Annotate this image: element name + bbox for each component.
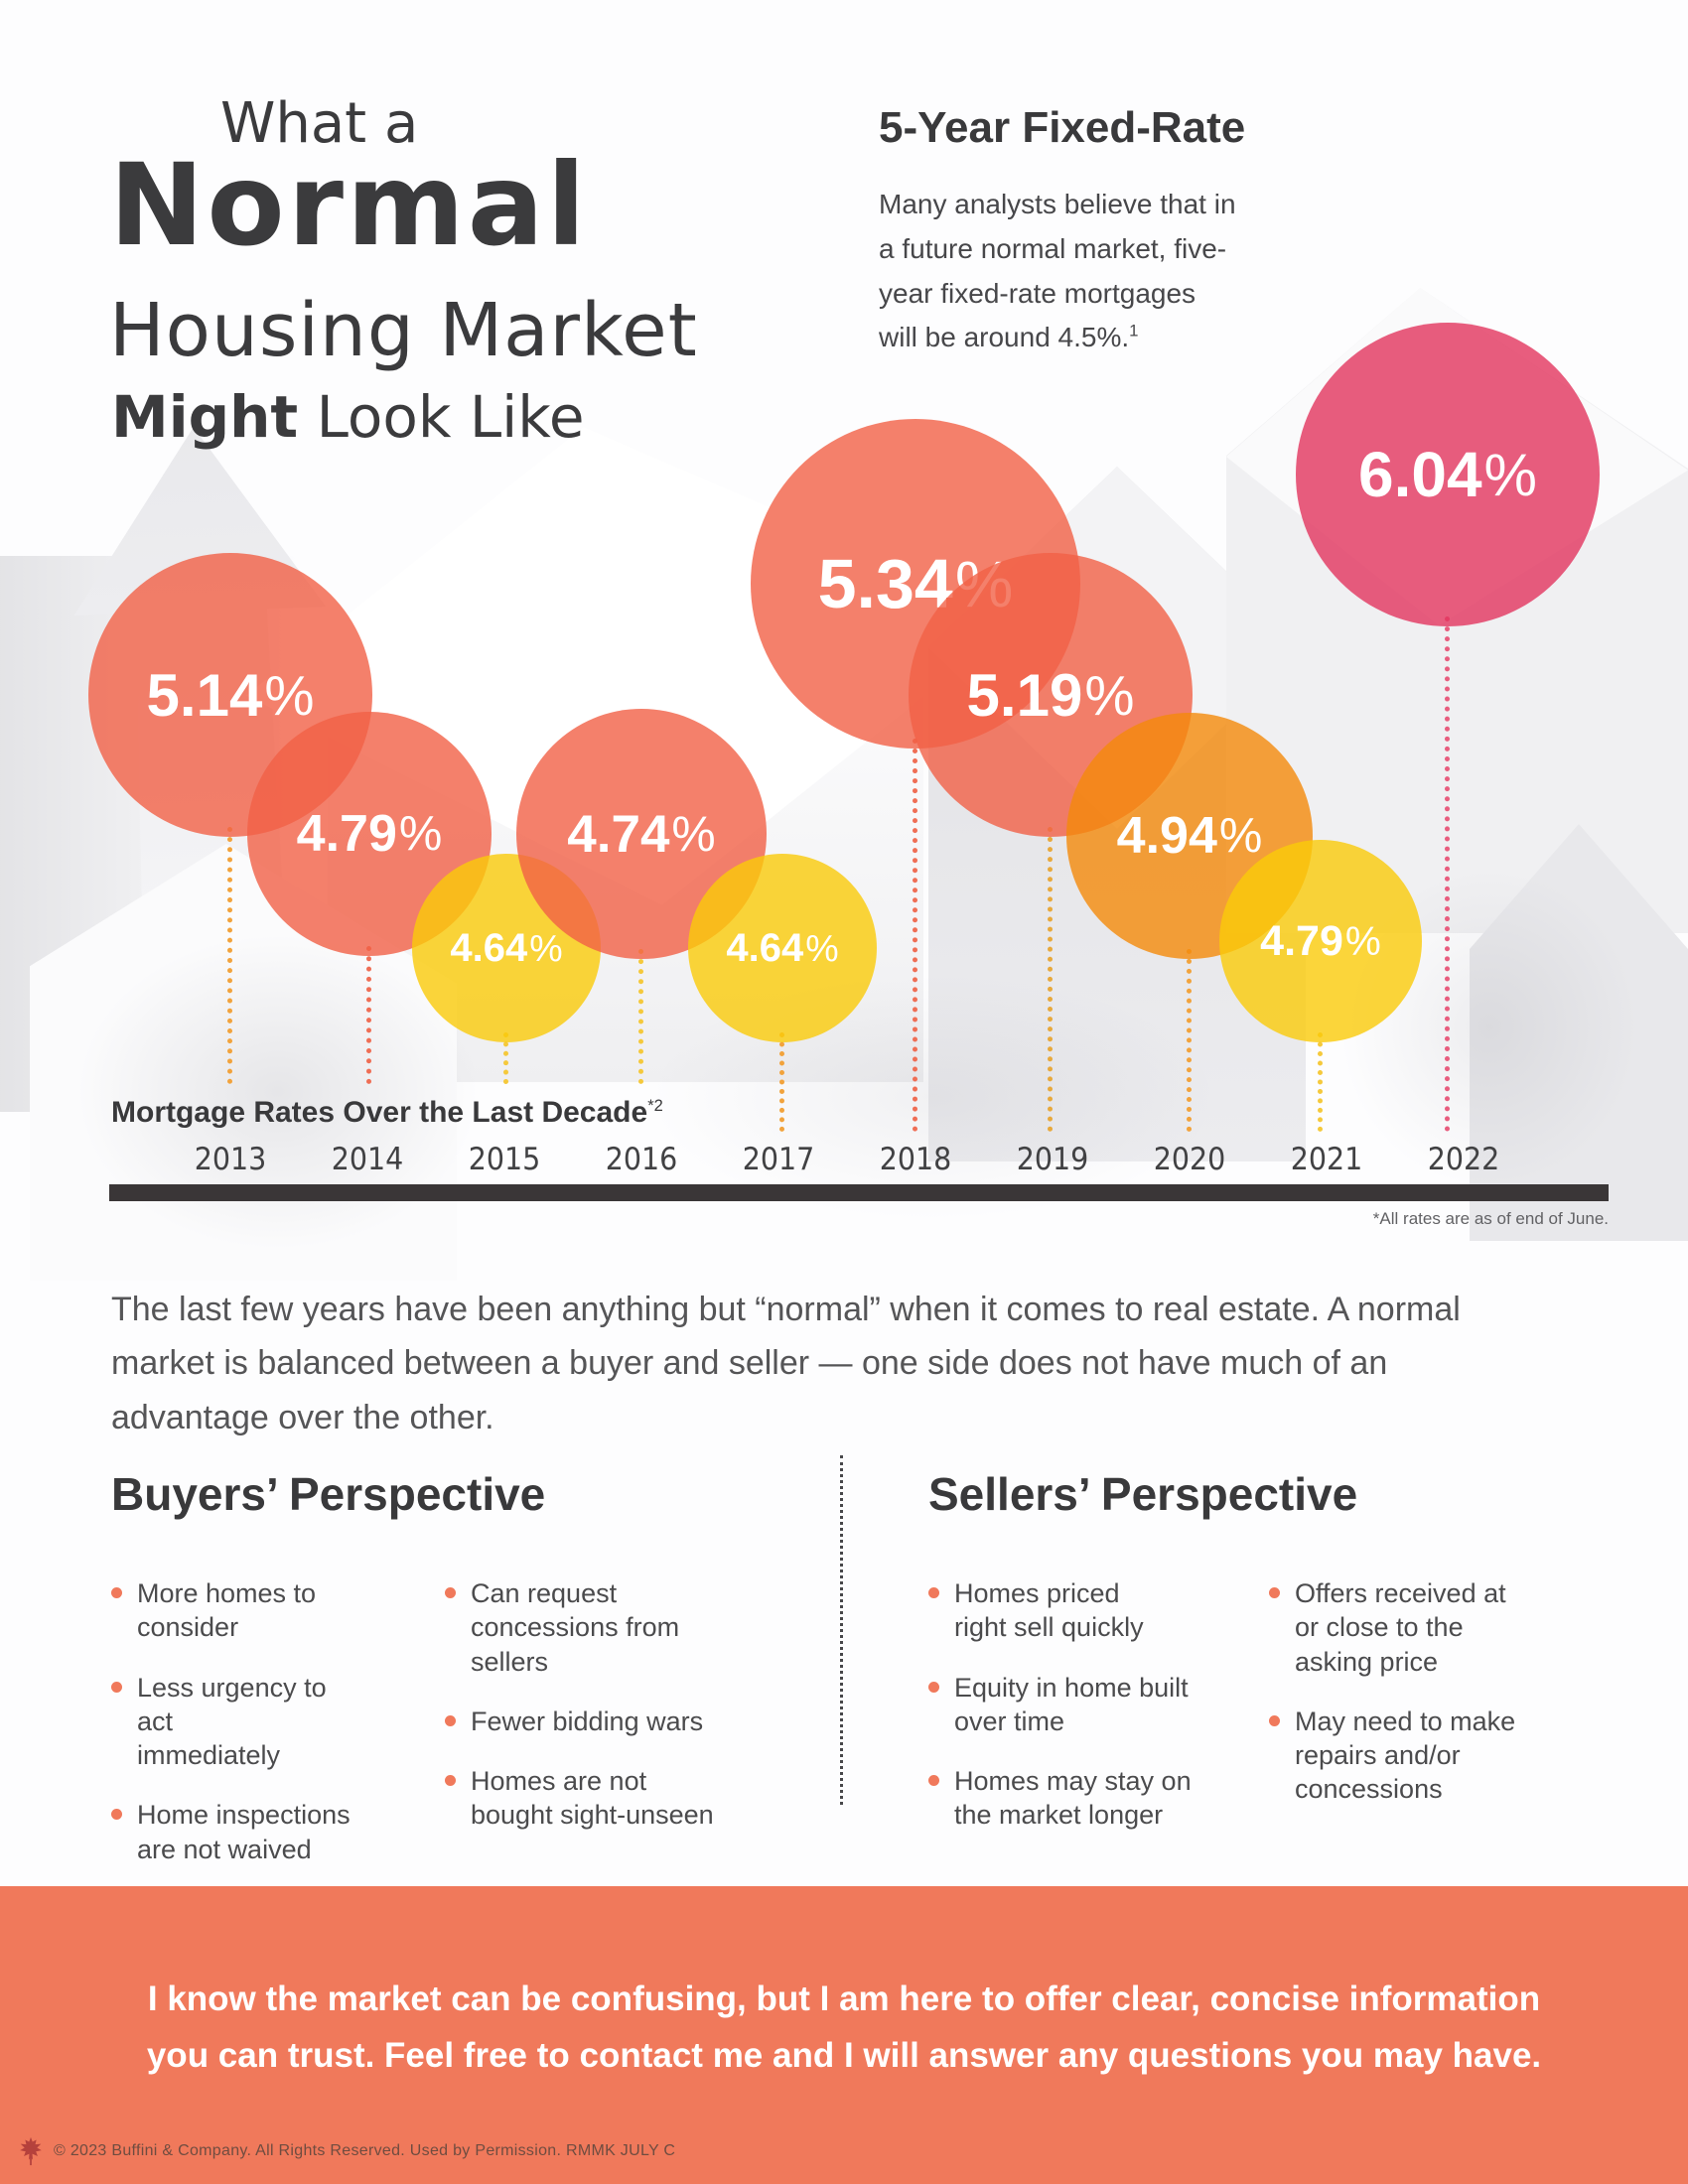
axis-footnote: *All rates are as of end of June.: [1372, 1209, 1609, 1228]
drop-line-2022: [1445, 616, 1450, 1132]
year-label-2017: 2017: [742, 1142, 815, 1177]
year-label-2022: 2022: [1427, 1142, 1500, 1177]
percent-sign: %: [398, 807, 443, 861]
drop-line-2021: [1318, 1032, 1323, 1132]
axis-bar: [109, 1184, 1609, 1201]
bullet-item: Homes may stay on the market longer: [928, 1764, 1206, 1833]
year-label-2021: 2021: [1290, 1142, 1363, 1177]
title-line-normal: Normal: [109, 139, 589, 271]
year-label-2020: 2020: [1153, 1142, 1226, 1177]
title-line-housing-market: Housing Market: [109, 288, 698, 373]
percent-sign: %: [1218, 809, 1263, 863]
drop-line-2018: [913, 739, 917, 1132]
percent-sign: %: [529, 926, 563, 969]
drop-line-2017: [779, 1032, 784, 1132]
chart-label-text: Mortgage Rates Over the Last Decade: [111, 1096, 648, 1129]
title-might-bold: Might: [111, 383, 299, 451]
percent-sign: %: [1483, 441, 1538, 508]
buyers-list-col1: More homes to consider Less urgency to ac…: [111, 1576, 369, 1892]
bullet-item: Equity in home built over time: [928, 1671, 1206, 1739]
footer-message: I know the market can be confusing, but …: [0, 1972, 1688, 2084]
rate-value: 6.04: [1357, 439, 1482, 510]
bullet-item: Less urgency to act immediately: [111, 1671, 369, 1773]
bullet-item: Fewer bidding wars: [445, 1705, 743, 1738]
floor-shadow: [556, 933, 1311, 1261]
year-label-2014: 2014: [331, 1142, 404, 1177]
percent-sign: %: [671, 806, 716, 862]
footer-message-line1: I know the market can be confusing, but …: [147, 1979, 1541, 2018]
chart-label: Mortgage Rates Over the Last Decade*2: [111, 1096, 663, 1130]
drop-line-2013: [227, 827, 232, 1084]
copyright-row: © 2023 Buffini & Company. All Rights Res…: [18, 2136, 675, 2166]
year-label-2016: 2016: [605, 1142, 678, 1177]
drop-line-2019: [1048, 827, 1053, 1132]
footer-message-line2: you can trust. Feel free to contact me a…: [146, 2035, 1542, 2075]
rate-value: 5.14: [146, 661, 263, 729]
bullet-item: Homes priced right sell quickly: [928, 1576, 1206, 1645]
bullet-item: Home inspections are not waived: [111, 1798, 369, 1866]
sellers-heading: Sellers’ Perspective: [928, 1468, 1358, 1520]
percent-sign: %: [1344, 917, 1381, 964]
buyers-heading: Buyers’ Perspective: [111, 1468, 546, 1520]
percent-sign: %: [805, 926, 839, 969]
rate-value: 4.64: [450, 925, 528, 970]
bullet-item: May need to make repairs and/or concessi…: [1269, 1705, 1567, 1807]
title-line-what-a: What a: [220, 91, 419, 156]
rate-value: 4.94: [1116, 807, 1217, 865]
title-line-might-look-like: Might Look Like: [111, 383, 585, 451]
rate-bubble-2021: 4.79%: [1219, 840, 1422, 1042]
rate-bubble-2022: 6.04%: [1296, 323, 1600, 626]
copyright-text: © 2023 Buffini & Company. All Rights Res…: [54, 2142, 676, 2159]
buyers-list-col2: Can request concessions from sellers Fewe…: [445, 1576, 743, 1858]
rate-bubble-2017: 4.64%: [688, 854, 877, 1042]
bullet-item: Offers received at or close to the askin…: [1269, 1576, 1567, 1679]
rate-value: 4.74: [567, 804, 670, 864]
percent-sign: %: [264, 663, 315, 727]
fixed-rate-text: Many analysts believe that in a future n…: [879, 189, 1236, 353]
sellers-list-col1: Homes priced right sell quickly Equity in…: [928, 1576, 1206, 1858]
intro-paragraph: The last few years have been anything bu…: [111, 1291, 1461, 1436]
footnote-marker-1: 1: [1129, 322, 1139, 341]
rate-value: 4.79: [296, 805, 397, 863]
rate-value: 5.34: [817, 545, 953, 622]
fixed-rate-heading: 5-Year Fixed-Rate: [879, 103, 1246, 152]
percent-sign: %: [1084, 663, 1135, 727]
fixed-rate-callout: 5-Year Fixed-Rate Many analysts believe …: [879, 103, 1345, 360]
year-label-2013: 2013: [194, 1142, 267, 1177]
drop-line-2020: [1187, 949, 1192, 1132]
year-label-2015: 2015: [468, 1142, 541, 1177]
maple-leaf-icon: [20, 2136, 42, 2166]
bullet-item: Can request concessions from sellers: [445, 1576, 743, 1679]
bullet-item: Homes are not bought sight-unseen: [445, 1764, 743, 1833]
rate-value: 4.64: [726, 925, 804, 970]
dotted-divider: [840, 1455, 843, 1805]
fixed-rate-body: Many analysts believe that in a future n…: [879, 183, 1345, 360]
year-label-2018: 2018: [879, 1142, 952, 1177]
footer-band: I know the market can be confusing, but …: [0, 1886, 1688, 2184]
drop-line-2016: [638, 949, 643, 1084]
year-label-2019: 2019: [1016, 1142, 1089, 1177]
drop-line-2014: [366, 946, 371, 1084]
title-look-like: Look Like: [298, 383, 585, 451]
footnote-marker-2: *2: [647, 1097, 663, 1115]
year-axis: 2013 2014 2015 2016 2017 2018 2019 2020 2021 2022: [0, 1142, 1688, 1181]
rate-value: 4.79: [1260, 916, 1343, 965]
sellers-list-col2: Offers received at or close to the askin…: [1269, 1576, 1567, 1833]
bullet-item: More homes to consider: [111, 1576, 369, 1645]
rate-value: 5.19: [966, 661, 1083, 729]
